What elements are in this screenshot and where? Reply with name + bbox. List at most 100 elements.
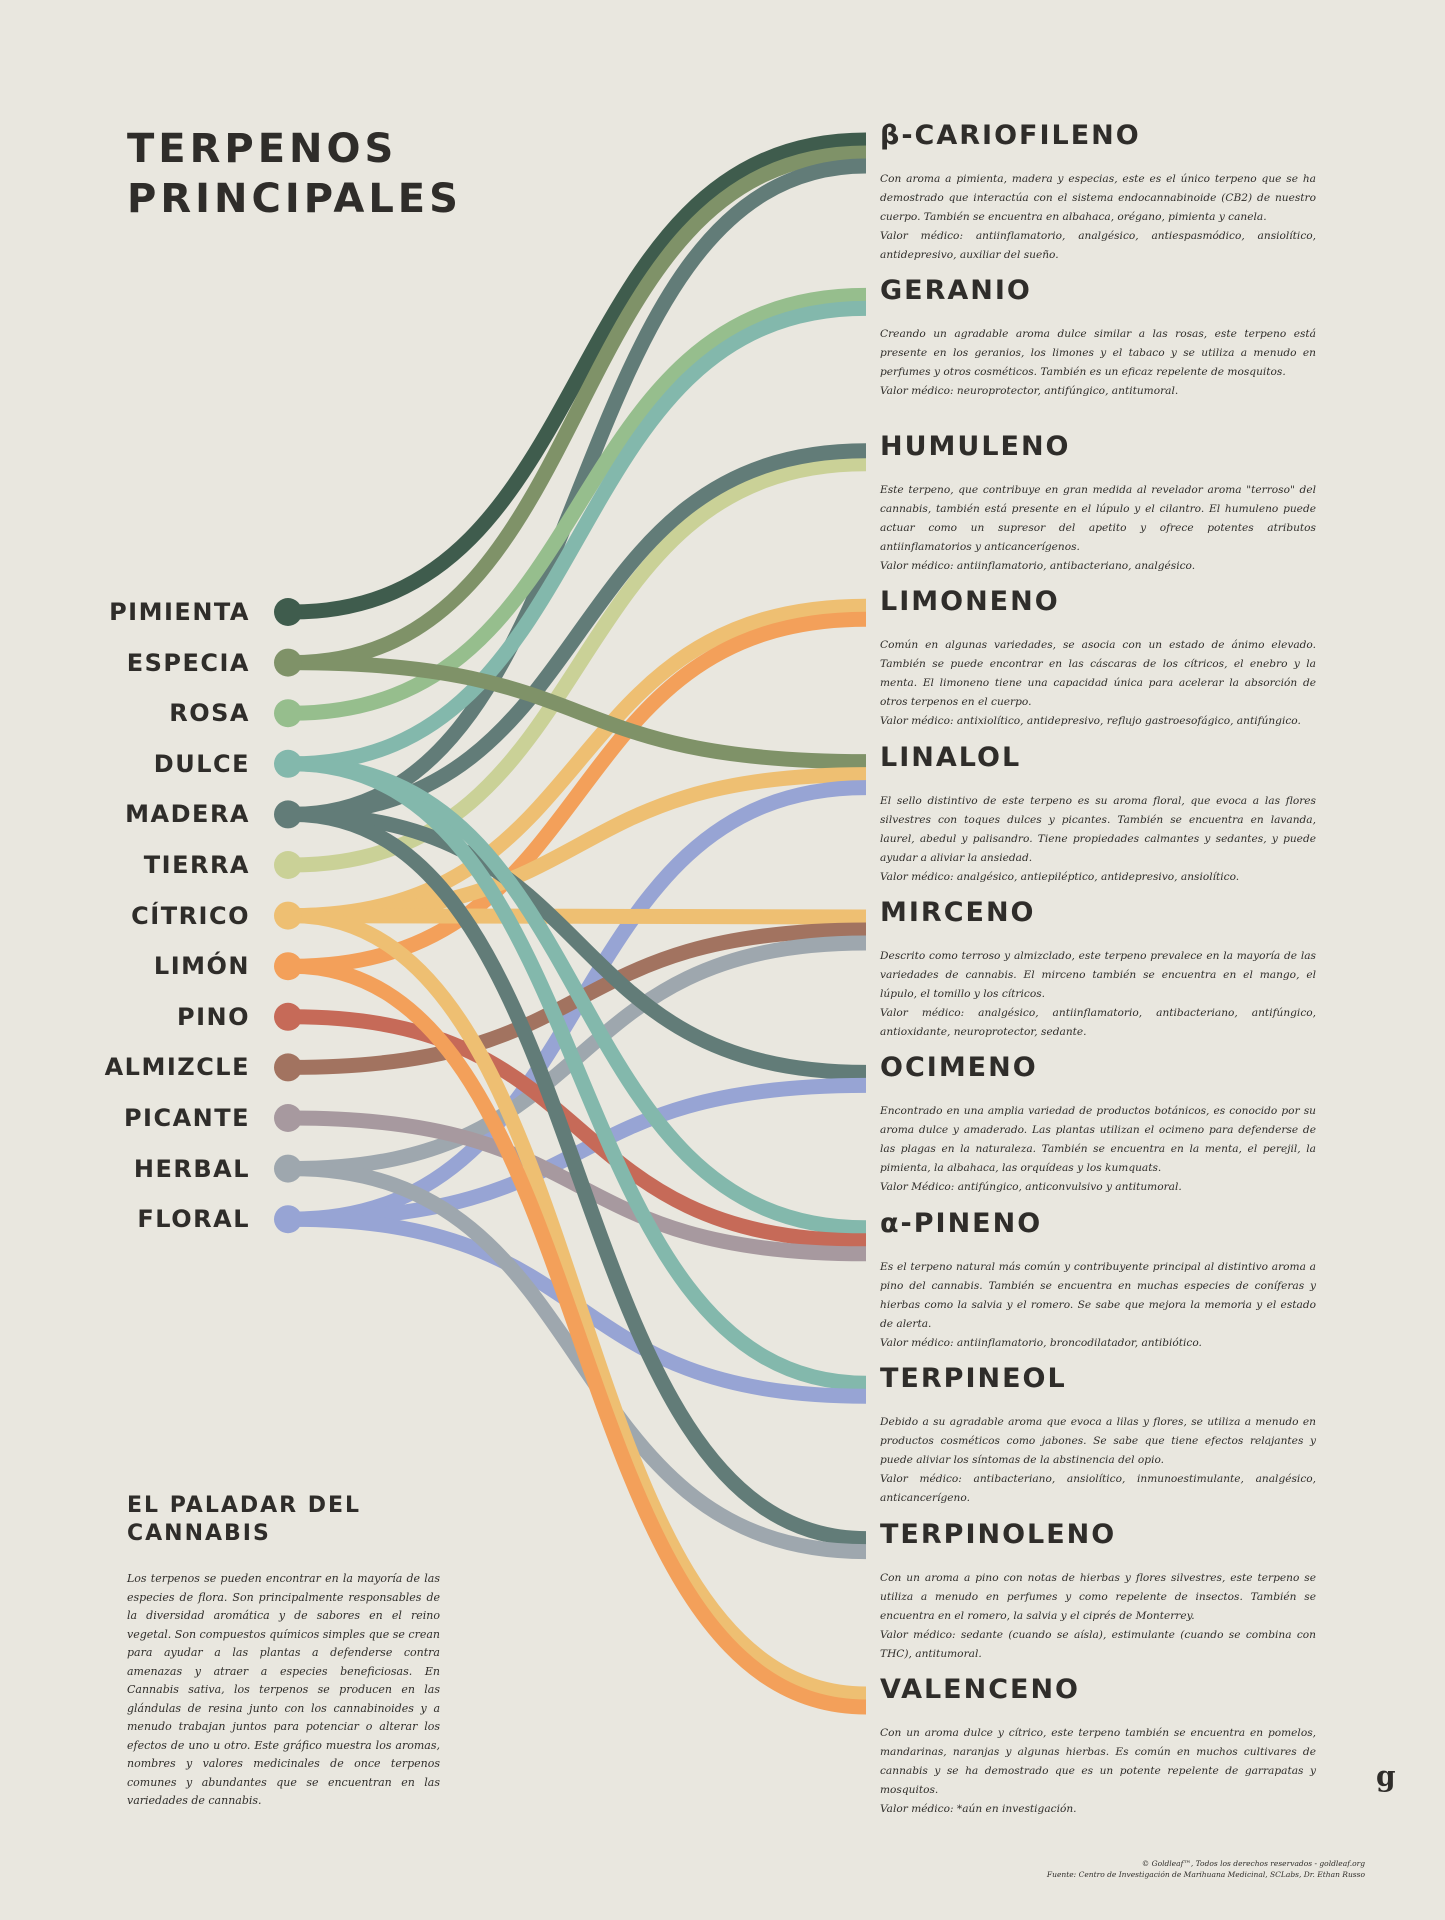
aroma-label-almizcle: ALMIZCLE bbox=[104, 1053, 250, 1082]
aroma-dot-almizcle bbox=[274, 1053, 302, 1082]
goldleaf-logo: g bbox=[1376, 1760, 1396, 1793]
terpene-description-limoneno: Común en algunas variedades, se asocia c… bbox=[880, 636, 1316, 731]
flow-madera-terpinoleno bbox=[291, 806, 867, 1547]
footer-copyright: © Goldleaf™, Todos los derechos reservad… bbox=[1141, 1859, 1365, 1868]
aroma-label-tierra: TIERRA bbox=[143, 851, 250, 879]
terpene-description-cariofileno: Con aroma a pimienta, madera y especias,… bbox=[880, 170, 1316, 265]
terpene-medical-value: Valor médico: analgésico, antiinflamator… bbox=[880, 1007, 1316, 1038]
aroma-dot-picante bbox=[274, 1104, 302, 1132]
terpene-description-text: Este terpeno, que contribuye en gran med… bbox=[880, 483, 1316, 553]
flow-pino-pineno bbox=[291, 1009, 867, 1249]
flow-especia-cariofileno bbox=[291, 145, 867, 671]
terpene-description-text: Encontrado en una amplia variedad de pro… bbox=[880, 1105, 1316, 1175]
aroma-dot-especia bbox=[274, 648, 302, 677]
aroma-label-especia: ESPECIA bbox=[126, 648, 250, 677]
footer-source: Fuente: Centro de Investigación de Marih… bbox=[1046, 1870, 1365, 1879]
terpene-name-terpineol: TERPINEOL bbox=[880, 1363, 1067, 1395]
aroma-label-citrico: CÍTRICO bbox=[131, 901, 250, 930]
terpene-description-terpineol: Debido a su agradable aroma que evoca a … bbox=[880, 1413, 1316, 1508]
flow-madera-ocimeno bbox=[291, 806, 867, 1080]
terpene-name-valenceno: VALENCENO bbox=[880, 1674, 1081, 1705]
footer-credits: © Goldleaf™, Todos los derechos reservad… bbox=[945, 1858, 1365, 1880]
terpene-description-text: Con aroma a pimienta, madera y especias,… bbox=[880, 173, 1316, 223]
aroma-dot-citrico bbox=[274, 901, 302, 930]
intro-text: Los terpenos se pueden encontrar en la m… bbox=[127, 1572, 440, 1807]
flow-limon-limoneno bbox=[291, 611, 867, 974]
flow-limon-valenceno bbox=[291, 958, 867, 1715]
terpene-medical-value: Valor médico: antiinflamatorio, analgési… bbox=[880, 230, 1316, 261]
flow-herbal-terpinoleno bbox=[291, 1161, 867, 1560]
terpene-medical-value: Valor médico: antixiolítico, antidepresi… bbox=[880, 715, 1301, 728]
terpene-name-mirceno: MIRCENO bbox=[880, 897, 1036, 928]
intro-title-line2: CANNABIS bbox=[127, 1521, 271, 1546]
terpene-name-pineno: α-PINENO bbox=[880, 1207, 1043, 1239]
flow-citrico-mirceno bbox=[291, 908, 867, 925]
aroma-label-rosa: ROSA bbox=[169, 699, 250, 728]
terpene-name-limoneno: LIMONENO bbox=[880, 586, 1060, 618]
intro-title: EL PALADAR DEL CANNABIS bbox=[127, 1492, 361, 1548]
flow-tierra-humuleno bbox=[291, 456, 867, 873]
aroma-label-pino: PINO bbox=[176, 1002, 250, 1031]
terpene-description-text: Descrito como terroso y almizclado, este… bbox=[880, 950, 1316, 1000]
flow-dulce-geranio bbox=[291, 300, 867, 772]
aroma-dot-madera bbox=[274, 800, 302, 829]
terpene-description-valenceno: Con un aroma dulce y cítrico, este terpe… bbox=[880, 1724, 1316, 1819]
terpene-medical-value: Valor médico: antiinflamatorio, antibact… bbox=[880, 559, 1196, 572]
flow-pimienta-cariofileno bbox=[291, 132, 867, 620]
page-title-line2: PRINCIPALES bbox=[127, 176, 462, 222]
terpene-name-geranio: GERANIO bbox=[880, 275, 1032, 307]
terpene-description-pineno: Es el terpeno natural más común y contri… bbox=[880, 1258, 1316, 1353]
aroma-label-limon: LIMÓN bbox=[153, 952, 250, 981]
flow-rosa-geranio bbox=[291, 287, 867, 721]
terpene-description-mirceno: Descrito como terroso y almizclado, este… bbox=[880, 947, 1316, 1042]
terpene-description-linalol: El sello distintivo de este terpeno es s… bbox=[880, 792, 1316, 887]
flow-floral-ocimeno bbox=[291, 1077, 867, 1227]
aroma-label-pimienta: PIMIENTA bbox=[109, 598, 250, 626]
terpene-medical-value: Valor médico: neuroprotector, antifúngic… bbox=[880, 385, 1179, 398]
terpene-name-terpinoleno: TERPINOLENO bbox=[880, 1518, 1117, 1550]
flow-citrico-linalol bbox=[291, 767, 867, 924]
flow-dulce-pineno bbox=[291, 756, 867, 1236]
terpene-name-cariofileno: β-CARIOFILENO bbox=[880, 120, 1141, 151]
aroma-dot-rosa bbox=[274, 699, 302, 728]
aroma-label-floral: FLORAL bbox=[137, 1205, 250, 1234]
aroma-label-picante: PICANTE bbox=[123, 1104, 250, 1132]
terpene-description-text: Es el terpeno natural más común y contri… bbox=[880, 1260, 1316, 1330]
terpene-description-text: El sello distintivo de este terpeno es s… bbox=[880, 794, 1316, 864]
flow-citrico-limoneno bbox=[291, 598, 867, 924]
terpene-description-text: Creando un agradable aroma dulce similar… bbox=[880, 328, 1316, 379]
terpene-medical-value: Valor médico: antiinflamatorio, broncodi… bbox=[880, 1336, 1202, 1349]
aroma-dot-floral bbox=[274, 1205, 302, 1234]
terpene-name-linalol: LINALOL bbox=[880, 741, 1022, 773]
aroma-label-herbal: HERBAL bbox=[133, 1154, 250, 1183]
terpene-name-ocimeno: OCIMENO bbox=[880, 1052, 1038, 1084]
terpene-description-geranio: Creando un agradable aroma dulce similar… bbox=[880, 325, 1316, 401]
aroma-dot-herbal bbox=[274, 1154, 302, 1183]
terpene-medical-value: Valor médico: analgésico, antiepiléptico… bbox=[880, 870, 1240, 883]
flow-especia-linalol bbox=[291, 655, 867, 770]
terpene-description-text: Común en algunas variedades, se asocia c… bbox=[880, 639, 1316, 709]
aroma-dot-pino bbox=[274, 1002, 302, 1031]
aroma-label-madera: MADERA bbox=[125, 800, 250, 829]
terpene-medical-value: Valor médico: *aún en investigación. bbox=[880, 1803, 1077, 1815]
aroma-dot-pimienta bbox=[274, 598, 302, 626]
terpene-medical-value: Valor Médico: antifúngico, anticonvulsiv… bbox=[880, 1181, 1182, 1194]
terpene-medical-value: Valor médico: antibacteriano, ansiolític… bbox=[880, 1473, 1316, 1505]
flow-citrico-valenceno bbox=[291, 908, 867, 1702]
aroma-dot-dulce bbox=[274, 749, 302, 778]
aroma-dot-tierra bbox=[274, 851, 302, 879]
aroma-dot-limon bbox=[274, 952, 302, 981]
intro-title-line1: EL PALADAR DEL bbox=[127, 1493, 362, 1518]
terpene-medical-value: Valor médico: sedante (cuando se aísla),… bbox=[880, 1628, 1316, 1660]
terpene-description-terpinoleno: Con un aroma a pino con notas de hierbas… bbox=[880, 1569, 1316, 1664]
terpene-description-text: Con un aroma dulce y cítrico, este terpe… bbox=[880, 1727, 1316, 1796]
flow-dulce-terpineol bbox=[291, 756, 867, 1391]
terpene-name-humuleno: HUMULENO bbox=[880, 430, 1071, 462]
page-title: TERPENOS PRINCIPALES bbox=[127, 124, 462, 224]
aroma-label-dulce: DULCE bbox=[153, 749, 250, 778]
terpene-description-ocimeno: Encontrado en una amplia variedad de pro… bbox=[880, 1102, 1316, 1197]
page-title-line1: TERPENOS bbox=[127, 126, 398, 172]
terpene-description-humuleno: Este terpeno, que contribuye en gran med… bbox=[880, 481, 1316, 576]
terpene-description-text: Debido a su agradable aroma que evoca a … bbox=[880, 1416, 1316, 1467]
